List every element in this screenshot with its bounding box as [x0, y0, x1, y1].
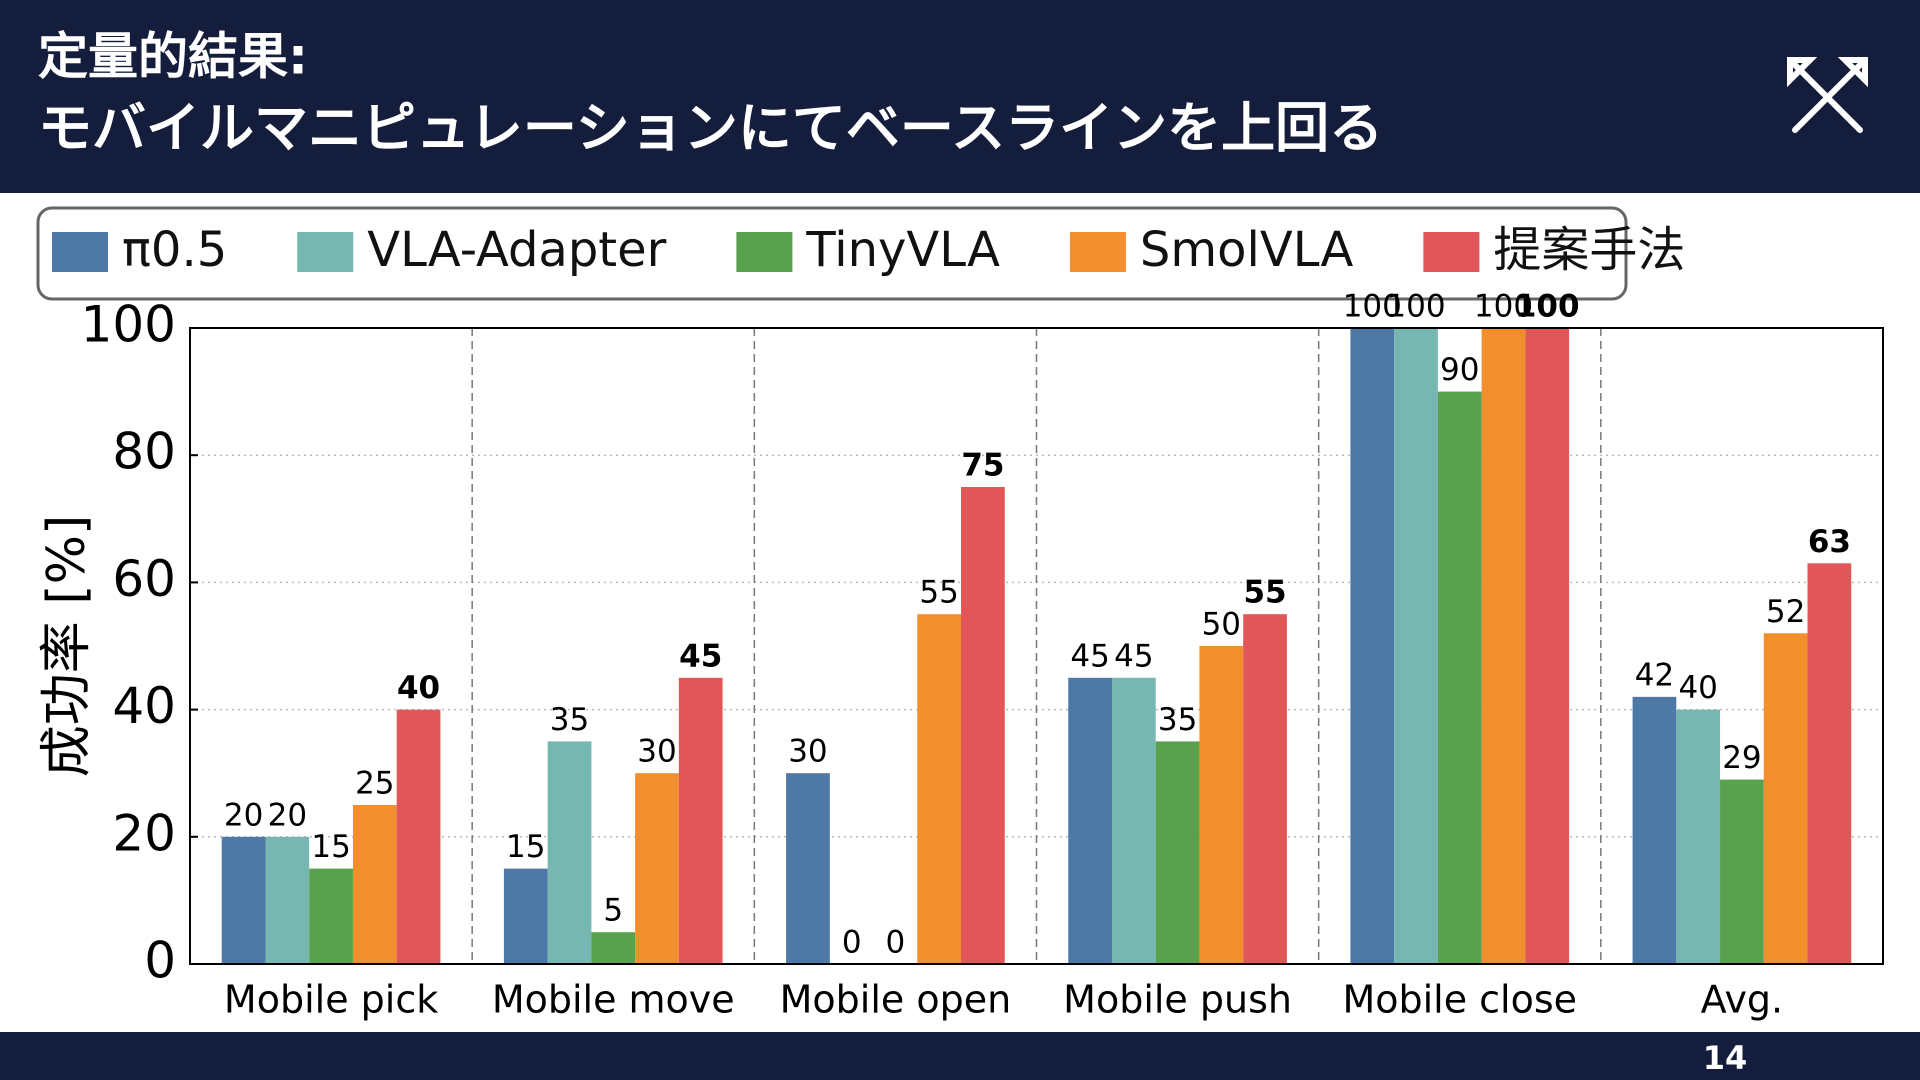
bar: [503, 868, 548, 964]
bar: [547, 741, 592, 964]
y-tick-label: 0: [144, 932, 176, 990]
value-label: 15: [506, 829, 545, 865]
value-label: 100: [1515, 289, 1580, 325]
bar: [678, 677, 723, 964]
value-label: 63: [1808, 524, 1851, 560]
bar: [309, 868, 353, 964]
legend-label: 提案手法: [1493, 222, 1685, 278]
value-label: 20: [268, 797, 307, 833]
value-label: 45: [679, 638, 722, 674]
x-tick-label: Mobile open: [780, 978, 1012, 1022]
value-label: 0: [842, 925, 862, 961]
title-line: モバイルマニピュレーションにてベースラインを上回る: [38, 97, 1383, 160]
value-label: 75: [961, 448, 1004, 484]
title-line: 定量的結果:: [38, 28, 308, 86]
x-tick-label: Mobile push: [1063, 978, 1292, 1022]
value-label: 100: [1343, 289, 1402, 325]
legend-swatch: [52, 232, 108, 272]
y-tick-label: 20: [112, 804, 176, 862]
page-number: 14: [1703, 1039, 1748, 1077]
bar: [1350, 328, 1395, 964]
bar: [352, 805, 397, 964]
bar: [1111, 677, 1156, 964]
bar: [1155, 741, 1200, 964]
y-axis-label: 成功率 [%]: [37, 515, 97, 778]
x-tick-label: Mobile pick: [224, 978, 438, 1022]
bar: [1437, 391, 1482, 965]
value-label: 25: [355, 766, 394, 802]
x-tick-label: Avg.: [1701, 978, 1783, 1022]
plot-frame: [189, 327, 1884, 965]
bar: [1525, 328, 1570, 964]
legend-label: VLA-Adapter: [367, 222, 666, 278]
bar: [1632, 696, 1677, 964]
y-tick-label: 60: [112, 550, 176, 608]
bar: [1481, 328, 1526, 964]
bar: [591, 932, 636, 964]
value-label: 50: [1202, 607, 1241, 643]
legend-label: π0.5: [122, 222, 227, 278]
value-label: 42: [1635, 657, 1674, 693]
value-label: 35: [550, 702, 589, 738]
y-tick-label: 100: [81, 296, 176, 354]
value-label: 90: [1440, 352, 1479, 388]
value-label: 0: [886, 925, 906, 961]
legend-swatch: [1423, 232, 1480, 272]
value-label: 100: [1474, 289, 1533, 325]
legend-swatch: [736, 232, 793, 272]
bar: [961, 487, 1005, 964]
value-label: 45: [1070, 638, 1109, 674]
bar: [635, 773, 679, 964]
bar: [1676, 709, 1721, 964]
bar: [1199, 646, 1244, 964]
bar: [917, 614, 962, 964]
bar: [1394, 328, 1438, 964]
value-label: 15: [311, 829, 350, 865]
bar: [786, 773, 830, 964]
value-label: 40: [397, 670, 440, 706]
value-label: 40: [1678, 670, 1717, 706]
bar: [1243, 614, 1287, 964]
x-tick-label: Mobile move: [492, 978, 735, 1022]
footer-band: [0, 1032, 1920, 1080]
bar: [1807, 563, 1852, 964]
bar: [396, 709, 441, 964]
chart: π0.5 VLA-Adapter TinyVLA SmolVLA 提案手法 0 20 40 60…: [37, 222, 1884, 1022]
legend-swatch: [1069, 232, 1126, 272]
y-tick-label: 80: [112, 423, 176, 481]
x-tick-label: Mobile close: [1342, 978, 1577, 1022]
logo: [1787, 57, 1868, 133]
legend-label: SmolVLA: [1140, 222, 1354, 278]
legend-label: TinyVLA: [805, 222, 1000, 278]
value-label: 45: [1114, 638, 1153, 674]
legend-swatch: [297, 232, 354, 272]
value-label: 20: [224, 797, 263, 833]
bar: [1720, 779, 1764, 964]
value-label: 55: [1243, 575, 1286, 611]
legend-box: [36, 206, 1628, 301]
value-label: 5: [603, 893, 623, 929]
value-label: 100: [1386, 289, 1445, 325]
value-label: 52: [1766, 594, 1805, 630]
bar: [1763, 633, 1808, 964]
y-tick-label: 40: [112, 677, 176, 735]
value-label: 29: [1722, 740, 1761, 776]
value-label: 30: [788, 734, 827, 770]
bar: [221, 836, 266, 964]
value-label: 35: [1158, 702, 1197, 738]
value-label: 30: [637, 734, 676, 770]
bar: [1068, 677, 1112, 964]
value-label: 55: [919, 575, 958, 611]
header-band: [0, 0, 1920, 193]
bar: [265, 836, 310, 964]
